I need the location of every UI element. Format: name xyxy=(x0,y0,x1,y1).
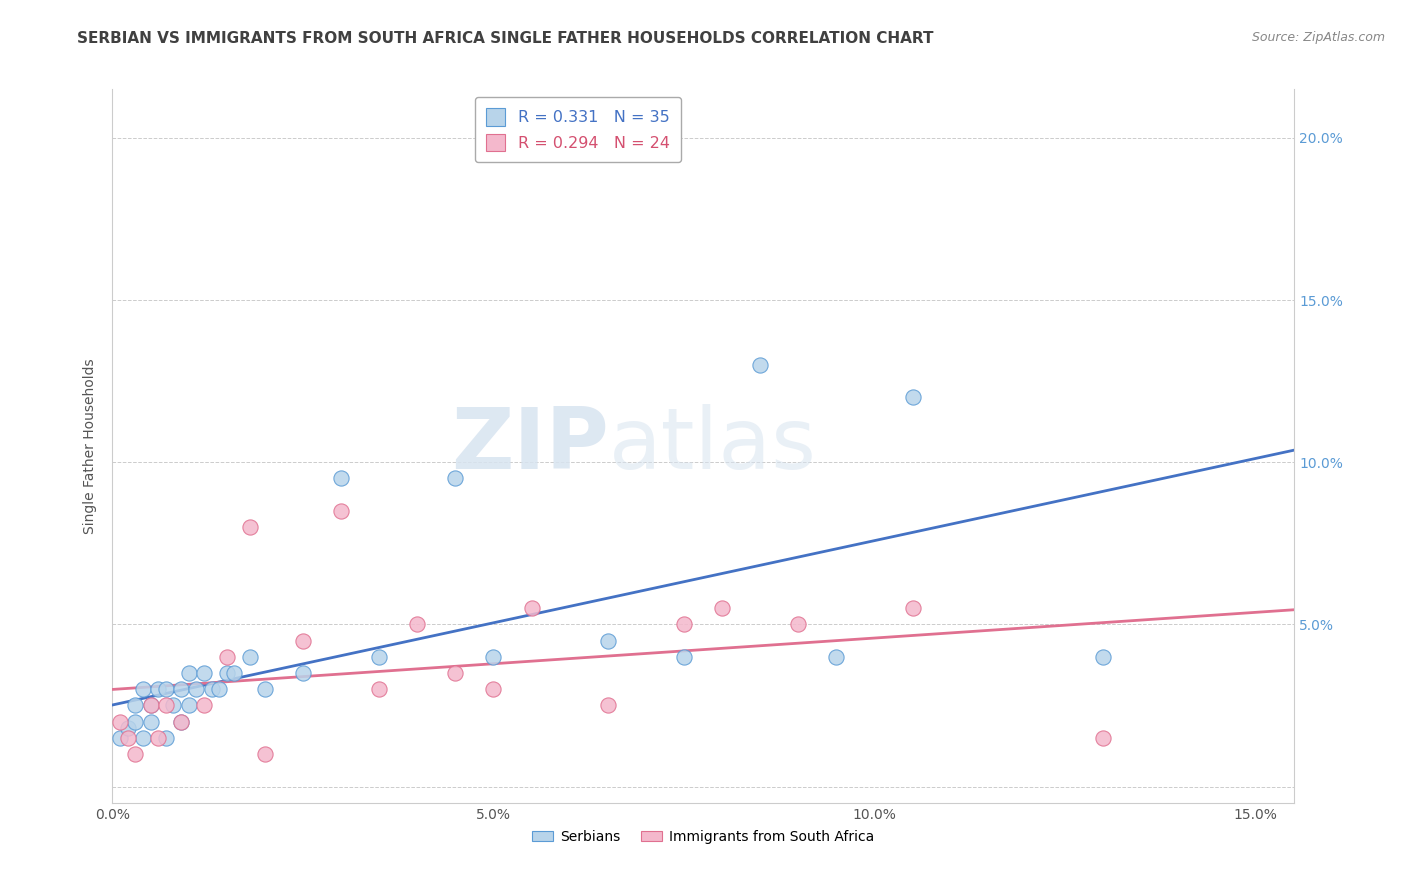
Point xyxy=(239,520,262,534)
Point xyxy=(482,682,505,697)
Point xyxy=(749,358,772,372)
Point xyxy=(162,698,184,713)
Point xyxy=(672,617,695,632)
Point xyxy=(139,698,162,713)
Text: atlas: atlas xyxy=(609,404,817,488)
Point xyxy=(132,682,155,697)
Point xyxy=(108,714,131,729)
Point xyxy=(482,649,505,664)
Point xyxy=(108,731,131,745)
Point xyxy=(444,471,467,485)
Y-axis label: Single Father Households: Single Father Households xyxy=(83,359,97,533)
Point xyxy=(124,698,146,713)
Point xyxy=(148,682,170,697)
Point xyxy=(368,649,391,664)
Point xyxy=(520,601,543,615)
Point xyxy=(124,714,146,729)
Point xyxy=(444,666,467,681)
Point xyxy=(672,649,695,664)
Point xyxy=(170,682,193,697)
Point xyxy=(139,714,162,729)
Point xyxy=(291,633,314,648)
Point xyxy=(193,698,215,713)
Point xyxy=(139,698,162,713)
Point xyxy=(124,747,146,761)
Point xyxy=(148,731,170,745)
Text: SERBIAN VS IMMIGRANTS FROM SOUTH AFRICA SINGLE FATHER HOUSEHOLDS CORRELATION CHA: SERBIAN VS IMMIGRANTS FROM SOUTH AFRICA … xyxy=(77,31,934,46)
Point xyxy=(170,714,193,729)
Point xyxy=(117,731,139,745)
Point xyxy=(368,682,391,697)
Point xyxy=(253,747,276,761)
Point xyxy=(1092,649,1115,664)
Point xyxy=(170,714,193,729)
Point xyxy=(825,649,848,664)
Point xyxy=(787,617,810,632)
Text: Source: ZipAtlas.com: Source: ZipAtlas.com xyxy=(1251,31,1385,45)
Point xyxy=(200,682,222,697)
Point xyxy=(208,682,231,697)
Point xyxy=(132,731,155,745)
Legend: Serbians, Immigrants from South Africa: Serbians, Immigrants from South Africa xyxy=(526,824,880,849)
Point xyxy=(901,601,924,615)
Point xyxy=(193,666,215,681)
Point xyxy=(177,666,200,681)
Point xyxy=(901,390,924,404)
Point xyxy=(155,731,177,745)
Point xyxy=(253,682,276,697)
Point xyxy=(406,617,429,632)
Point xyxy=(596,698,619,713)
Point xyxy=(596,633,619,648)
Point xyxy=(215,649,238,664)
Point xyxy=(330,504,353,518)
Point xyxy=(239,649,262,664)
Point xyxy=(155,698,177,713)
Point xyxy=(291,666,314,681)
Point xyxy=(155,682,177,697)
Point xyxy=(215,666,238,681)
Point xyxy=(177,698,200,713)
Point xyxy=(711,601,734,615)
Point xyxy=(117,721,139,735)
Point xyxy=(1092,731,1115,745)
Point xyxy=(186,682,208,697)
Point xyxy=(224,666,246,681)
Text: ZIP: ZIP xyxy=(451,404,609,488)
Point xyxy=(330,471,353,485)
